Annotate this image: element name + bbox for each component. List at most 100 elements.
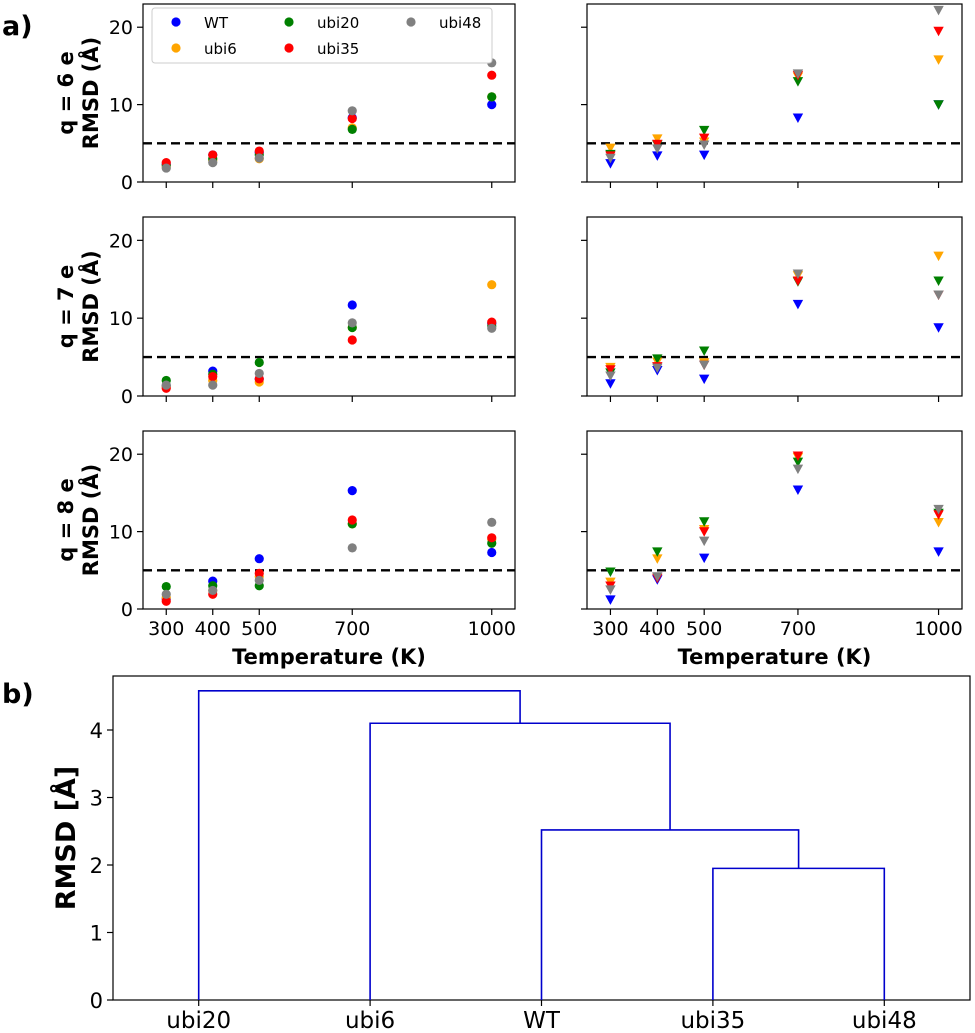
dendrogram-y-tick-label: 0: [90, 989, 103, 1013]
triangle-ubi48-300: [605, 153, 616, 164]
y-tick-label: 0: [121, 599, 133, 621]
point-ubi35-500: [254, 568, 264, 579]
triangle-ubi35-500: [698, 527, 710, 537]
triangle-WT-700: [792, 299, 804, 310]
point-ubi48-500: [254, 368, 264, 379]
row-label-rmsd: RMSD (Å): [78, 37, 103, 149]
point-ubi35-500: [254, 146, 264, 156]
point-ubi35-1000: [487, 533, 497, 543]
triangle-ubi48-700: [792, 464, 804, 475]
legend-label-ubi48: ubi48: [439, 14, 481, 32]
dendrogram-leaf-label: WT: [523, 1008, 561, 1033]
y-tick-label: 10: [109, 522, 133, 544]
dendrogram-y-axis-label: RMSD [Å]: [50, 766, 82, 911]
point-ubi48-400: [208, 380, 218, 390]
triangle-ubi6-1000: [933, 251, 944, 262]
dendrogram-link-1: [712, 867, 886, 1000]
dendrogram-y-tick-label: 1: [90, 922, 103, 946]
plot-frame: [586, 216, 963, 397]
triangle-ubi20-400: [652, 354, 663, 364]
triangle-ubi35-1000: [933, 26, 944, 37]
triangle-ubi35-300: [605, 365, 616, 375]
x-tick-label: 700: [334, 618, 370, 640]
point-ubi48-1000: [487, 517, 497, 527]
triangle-WT-700: [792, 485, 804, 496]
triangle-ubi20-1000: [933, 100, 944, 110]
panel-b-dendrogram: 0 1 2 3 4 ubi20 ubi6 WT ubi35 ubi48 RMSD [Å]: [50, 675, 971, 1033]
triangle-ubi6-400: [652, 134, 663, 144]
point-ubi48-700: [347, 106, 357, 116]
point-WT-700: [347, 300, 357, 310]
triangle-WT-300: [605, 595, 616, 605]
x-tick-label: 1000: [468, 618, 516, 640]
dendrogram-y-tick-label: 2: [90, 854, 103, 878]
point-ubi35-400: [208, 371, 218, 382]
triangle-ubi35-500: [698, 133, 710, 144]
triangle-ubi48-700: [792, 69, 804, 79]
plot-frame: [586, 430, 963, 610]
x-tick-label: 400: [195, 618, 231, 640]
panel-label-a: a): [2, 11, 33, 42]
dendrogram-link-4: [197, 690, 521, 1000]
point-WT-1000: [487, 547, 497, 558]
triangle-WT-500: [698, 553, 710, 564]
point-ubi48-400: [208, 585, 218, 596]
triangle-WT-1000: [933, 547, 944, 557]
plot-frame: [142, 216, 516, 397]
legend-label-ubi35: ubi35: [317, 40, 359, 58]
point-ubi6-1000: [487, 280, 497, 290]
x-axis-label: Temperature (K): [678, 645, 872, 669]
point-ubi48-500: [254, 153, 264, 163]
triangle-ubi20-1000: [933, 276, 944, 287]
dendrogram-y-tick-label: 3: [90, 787, 103, 811]
x-tick-label: 500: [241, 618, 277, 640]
point-ubi48-300: [161, 589, 171, 599]
legend-label-ubi6: ubi6: [204, 40, 237, 58]
triangle-ubi20-500: [698, 346, 710, 357]
point-ubi48-700: [347, 543, 357, 553]
dendrogram-leaf-label: ubi20: [166, 1008, 231, 1033]
y-tick-label: 20: [109, 17, 133, 39]
subplot-3-1: 0 10 20 300 400 500 700 1000 q = 8 e RMSD (Å) Temp…: [54, 430, 516, 669]
dendrogram-leaf-label: ubi35: [680, 1008, 745, 1033]
triangle-WT-500: [698, 150, 710, 161]
y-tick-label: 20: [109, 230, 133, 252]
x-tick-label: 500: [686, 618, 722, 640]
triangle-ubi20-700: [792, 77, 804, 87]
point-ubi20-500: [254, 357, 264, 368]
triangle-WT-300: [605, 379, 616, 389]
point-ubi48-1000: [487, 323, 497, 333]
point-ubi35-1000: [487, 70, 497, 80]
row-label-charge: q = 6 e: [54, 51, 78, 134]
triangle-ubi35-700: [792, 276, 804, 287]
row-label-charge: q = 7 e: [54, 265, 78, 348]
plot-frame: [586, 3, 963, 183]
point-WT-700: [347, 485, 357, 496]
y-tick-label: 0: [121, 172, 133, 194]
point-ubi35-300: [161, 596, 171, 606]
x-tick-label: 700: [780, 618, 816, 640]
triangle-ubi35-700: [792, 451, 804, 461]
triangle-ubi48-1000: [933, 504, 944, 515]
triangle-ubi48-500: [698, 360, 710, 371]
triangle-ubi20-500: [698, 125, 710, 136]
triangle-ubi20-700: [792, 457, 804, 468]
point-ubi20-1000: [487, 92, 497, 102]
row-label-charge: q = 8 e: [54, 478, 78, 561]
triangle-ubi20-500: [698, 517, 710, 527]
triangle-ubi48-700: [792, 269, 804, 280]
x-tick-label: 300: [148, 618, 184, 640]
triangle-ubi20-300: [605, 567, 616, 578]
legend-marker-WT: [171, 17, 181, 27]
triangle-ubi48-300: [605, 585, 616, 595]
subplot-1-2: [581, 3, 963, 188]
triangle-ubi6-1000: [933, 55, 944, 65]
legend-marker-ubi6: [171, 43, 181, 53]
legend-marker-ubi48: [406, 17, 416, 27]
point-ubi48-400: [208, 158, 218, 168]
point-WT-500: [254, 554, 264, 564]
legend-marker-ubi35: [284, 43, 294, 53]
subplot-2-2: [581, 216, 963, 402]
